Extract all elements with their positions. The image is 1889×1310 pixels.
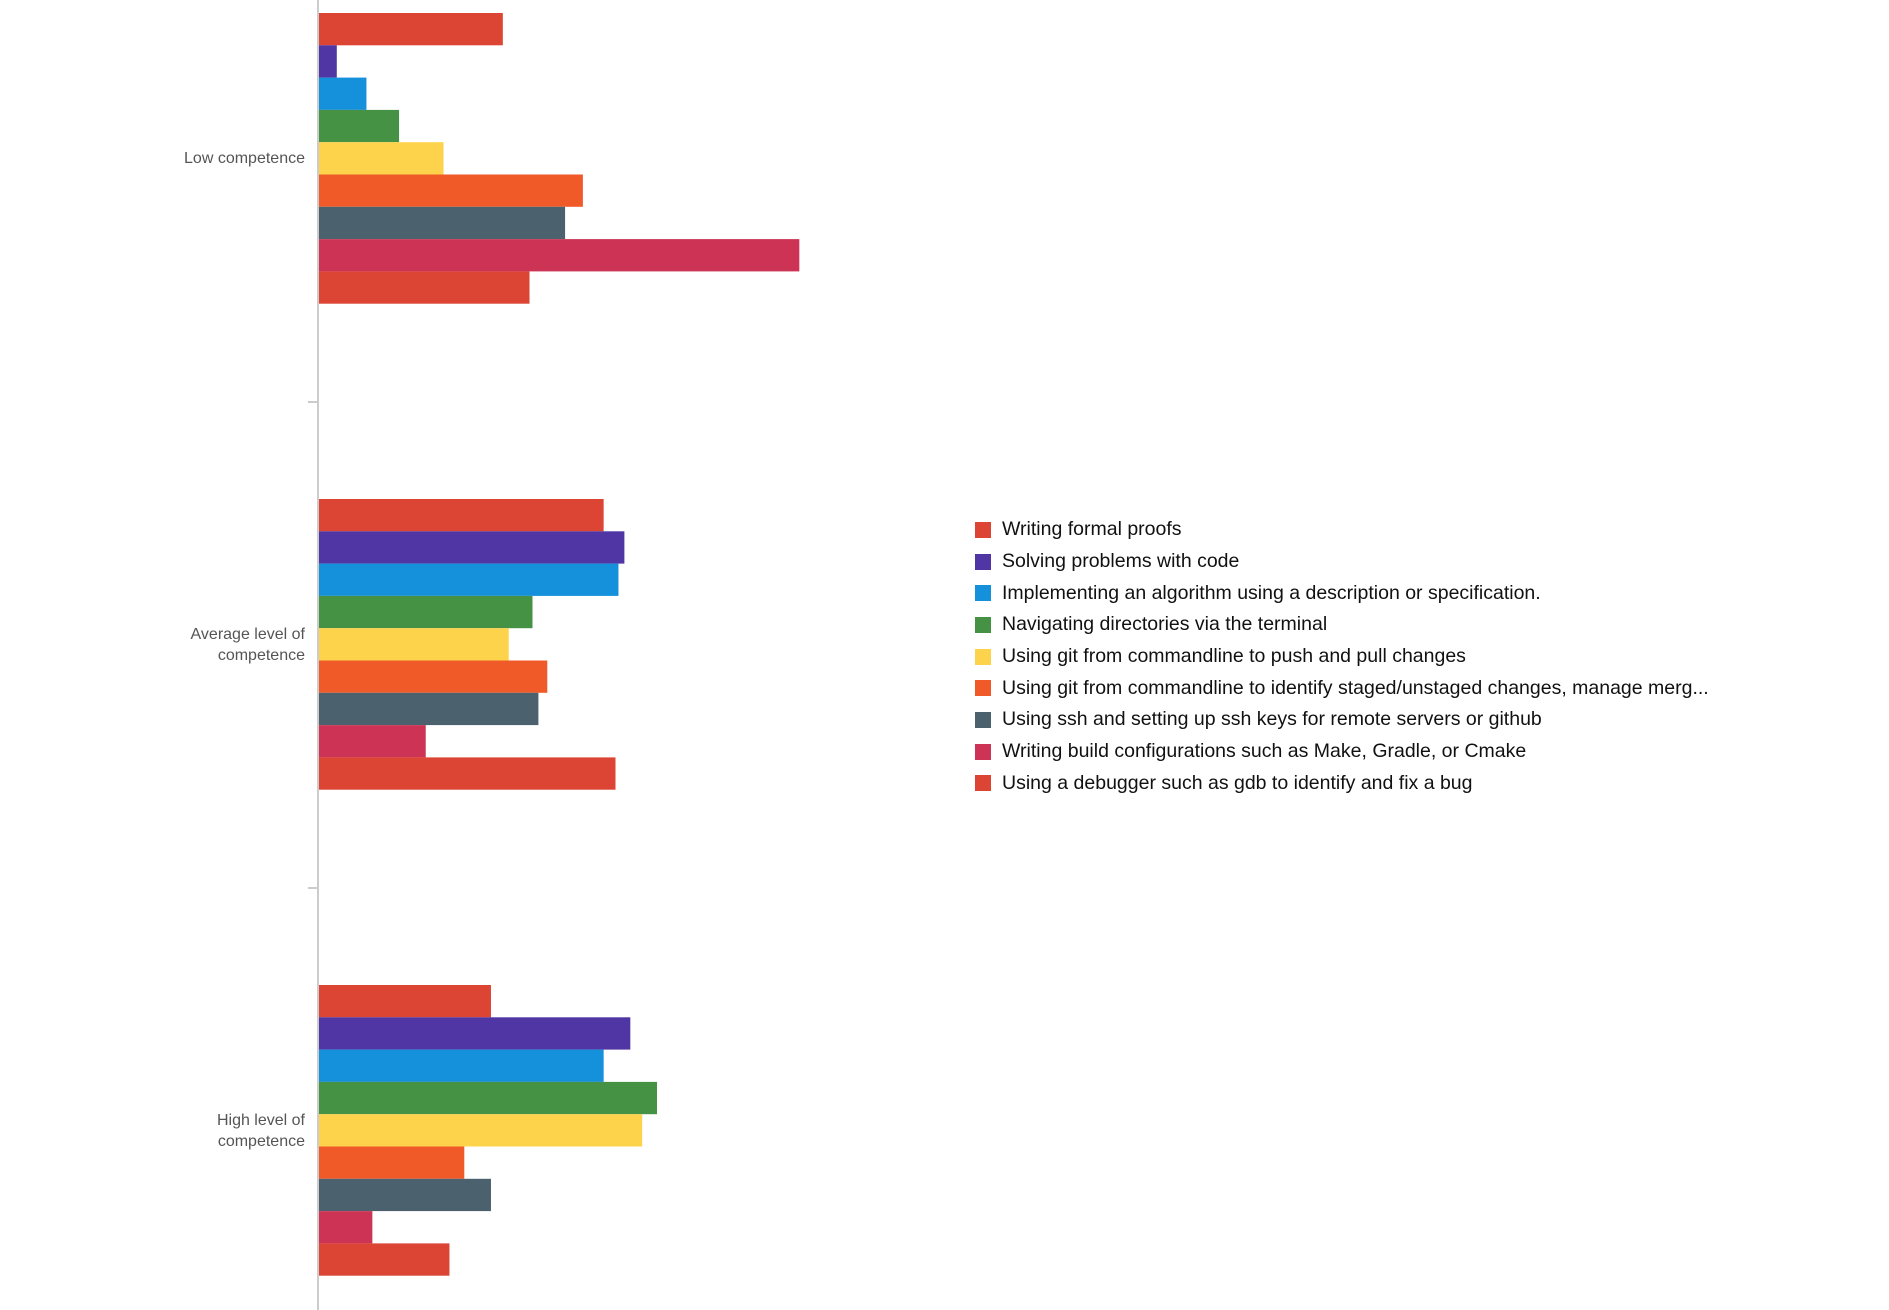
bar[interactable] [319, 692, 539, 726]
legend-swatch [975, 585, 991, 602]
legend-swatch [975, 616, 991, 633]
bar[interactable] [319, 725, 426, 758]
legend-label: Implementing an algorithm using a descri… [1002, 581, 1541, 604]
legend-label: Writing formal proofs [1002, 518, 1182, 541]
bar[interactable] [319, 985, 491, 1018]
legend-item[interactable]: Writing formal proofs [975, 514, 1709, 546]
bar[interactable] [319, 1211, 373, 1244]
legend-swatch [975, 521, 991, 538]
legend-label: Navigating directories via the terminal [1002, 613, 1328, 636]
legend-label: Solving problems with code [1002, 550, 1240, 573]
category-label-high: High level of competence [216, 1112, 305, 1150]
legend-swatch [975, 648, 991, 665]
bar[interactable] [319, 13, 503, 46]
bar[interactable] [319, 1049, 604, 1082]
legend-item[interactable]: Using a debugger such as gdb to identify… [975, 768, 1709, 800]
bar[interactable] [319, 45, 337, 78]
bar[interactable] [319, 1114, 643, 1147]
legend-item[interactable]: Using ssh and setting up ssh keys for re… [975, 704, 1709, 736]
legend-item[interactable]: Navigating directories via the terminal [975, 609, 1709, 641]
legend-swatch [975, 680, 991, 697]
bar[interactable] [319, 77, 367, 110]
bar[interactable] [319, 1178, 491, 1212]
legend-swatch [975, 775, 991, 792]
legend-label: Using git from commandline to identify s… [1002, 676, 1709, 699]
bar[interactable] [319, 757, 616, 790]
bar[interactable] [319, 206, 566, 240]
bar[interactable] [319, 1243, 450, 1276]
legend-item[interactable]: Solving problems with code [975, 546, 1709, 578]
bar[interactable] [319, 563, 619, 596]
legend-item[interactable]: Implementing an algorithm using a descri… [975, 577, 1709, 609]
bar[interactable] [319, 1017, 631, 1050]
bar[interactable] [319, 1081, 658, 1115]
legend-swatch [975, 743, 991, 760]
bar[interactable] [319, 660, 548, 693]
bar[interactable] [319, 595, 533, 629]
bar[interactable] [319, 1146, 465, 1179]
bar[interactable] [319, 142, 444, 175]
legend-item[interactable]: Using git from commandline to push and p… [975, 641, 1709, 673]
legend-label: Using a debugger such as gdb to identify… [1002, 771, 1473, 794]
legend: Writing formal proofs Solving problems wi… [975, 514, 1709, 799]
legend-label: Using ssh and setting up ssh keys for re… [1002, 708, 1542, 731]
bar[interactable] [319, 109, 400, 143]
category-label-low: Low competence [184, 150, 305, 167]
legend-swatch [975, 711, 991, 728]
legend-label: Using git from commandline to push and p… [1002, 645, 1466, 668]
bar[interactable] [319, 531, 625, 564]
legend-swatch [975, 553, 991, 570]
legend-label: Writing build configurations such as Mak… [1002, 740, 1527, 763]
legend-item[interactable]: Writing build configurations such as Mak… [975, 736, 1709, 768]
legend-item[interactable]: Using git from commandline to identify s… [975, 672, 1709, 704]
bar[interactable] [319, 174, 583, 207]
bar[interactable] [319, 628, 509, 661]
bar[interactable] [319, 239, 800, 272]
category-label-average: Average level of competence [190, 626, 305, 664]
bar[interactable] [319, 499, 604, 532]
bar[interactable] [319, 271, 530, 304]
